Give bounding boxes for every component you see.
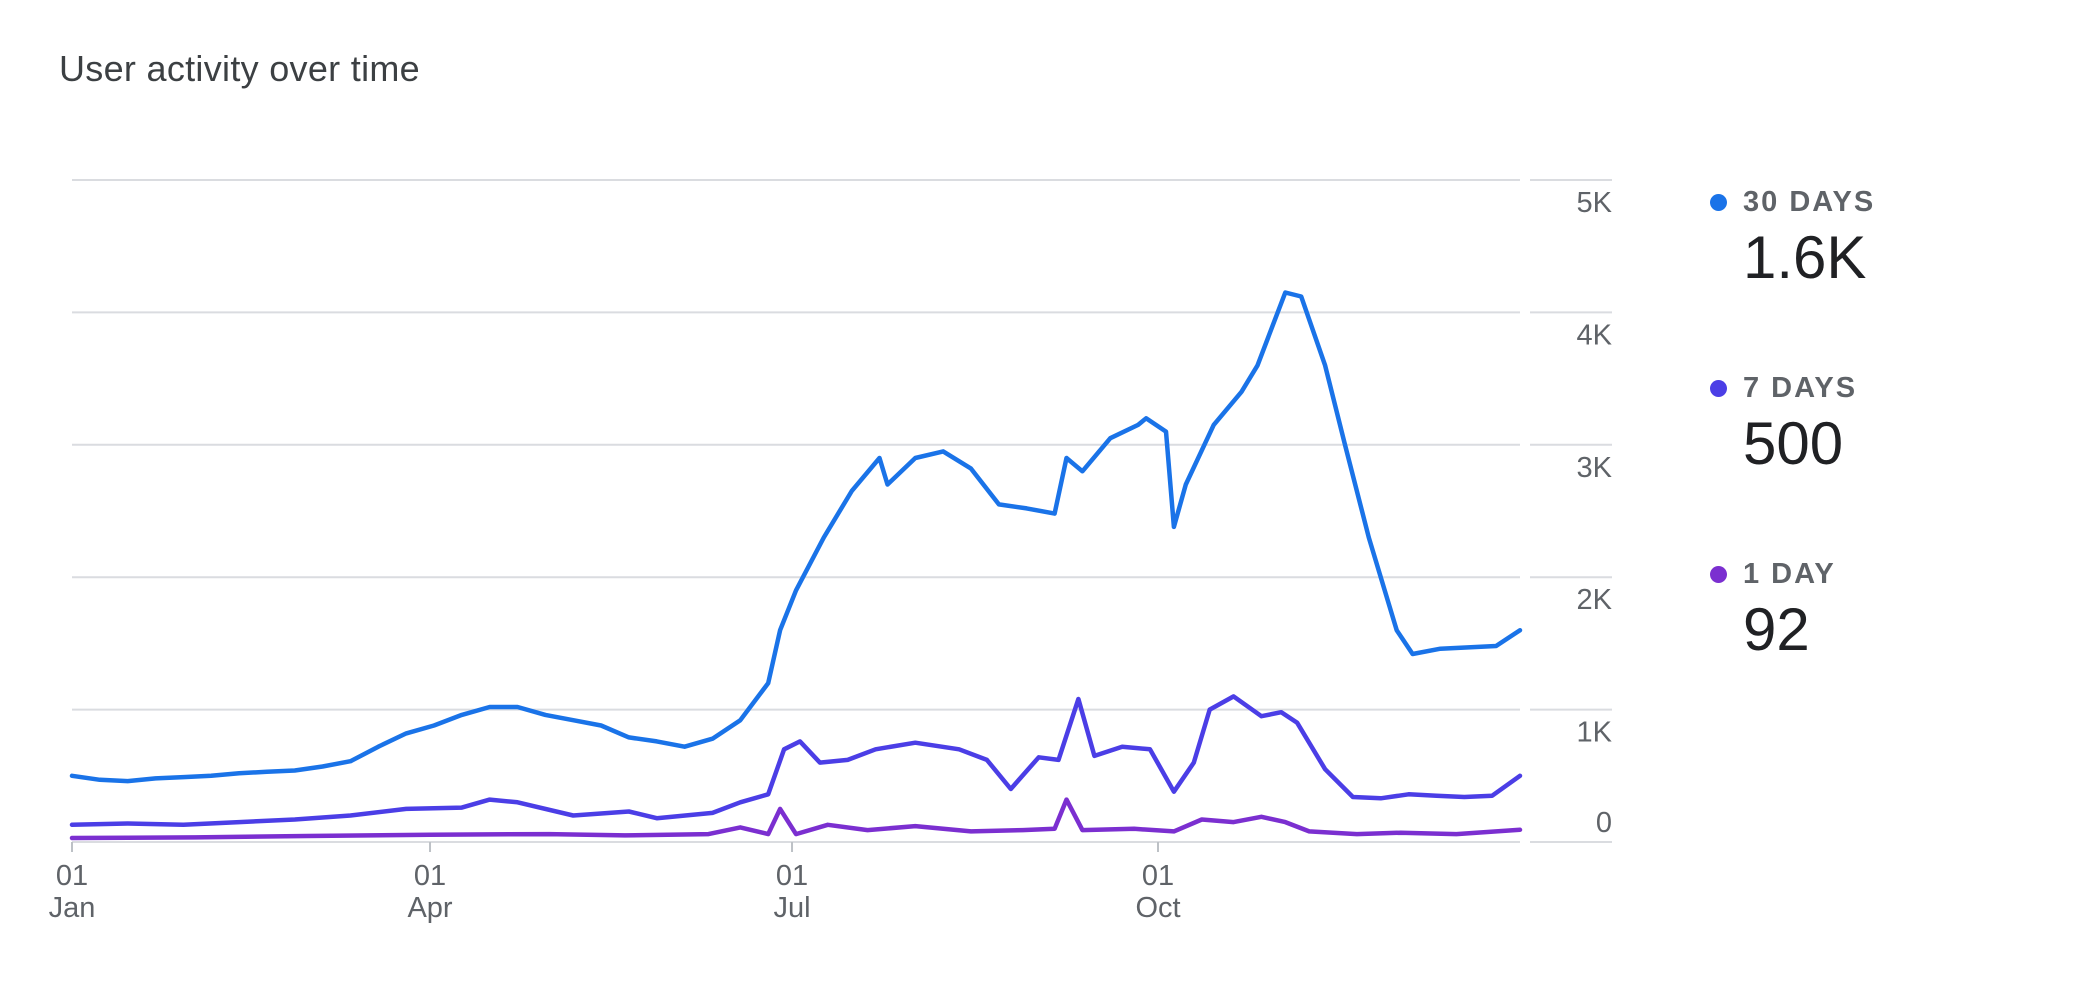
series-line-30-days xyxy=(69,290,1523,784)
series-line-1-day xyxy=(69,797,1523,841)
series-dot-30-days xyxy=(1710,194,1727,211)
legend-label-30-days: 30 DAYS xyxy=(1743,186,1876,218)
card-title: User activity over time xyxy=(59,48,420,89)
x-tick-month-Jan: Jan xyxy=(49,892,96,924)
x-tick-month-Apr: Apr xyxy=(407,892,452,924)
legend-value-7-days: 500 xyxy=(1743,410,1844,477)
legend-7-days: 7 DAYS 500 xyxy=(1710,372,1857,478)
legend-label-1-day: 1 DAY xyxy=(1743,558,1836,590)
x-tick-day-Oct: 01 xyxy=(1142,860,1174,892)
series-dot-7-days xyxy=(1710,380,1727,397)
legend-label-7-days: 7 DAYS xyxy=(1743,372,1858,404)
x-tick-month-Oct: Oct xyxy=(1135,892,1180,924)
legend-value-1-day: 92 xyxy=(1743,596,1810,663)
y-tick-label-3K: 3K xyxy=(1577,452,1613,484)
x-tick-month-Jul: Jul xyxy=(773,892,810,924)
series-line-7-days xyxy=(69,694,1523,828)
legend-30-days: 30 DAYS 1.6K xyxy=(1710,186,1875,292)
x-tick-day-Jan: 01 xyxy=(56,860,88,892)
y-tick-label-2K: 2K xyxy=(1577,584,1613,616)
legend-1-day: 1 DAY 92 xyxy=(1710,558,1836,664)
series-dot-1-day xyxy=(1710,566,1727,583)
x-tick-day-Apr: 01 xyxy=(414,860,446,892)
legend-value-30-days: 1.6K xyxy=(1743,224,1867,291)
y-tick-label-1K: 1K xyxy=(1577,717,1613,749)
y-tick-label-4K: 4K xyxy=(1577,319,1613,351)
x-tick-day-Jul: 01 xyxy=(776,860,808,892)
y-tick-label-0: 0 xyxy=(1596,807,1612,839)
y-tick-label-5K: 5K xyxy=(1577,187,1613,219)
